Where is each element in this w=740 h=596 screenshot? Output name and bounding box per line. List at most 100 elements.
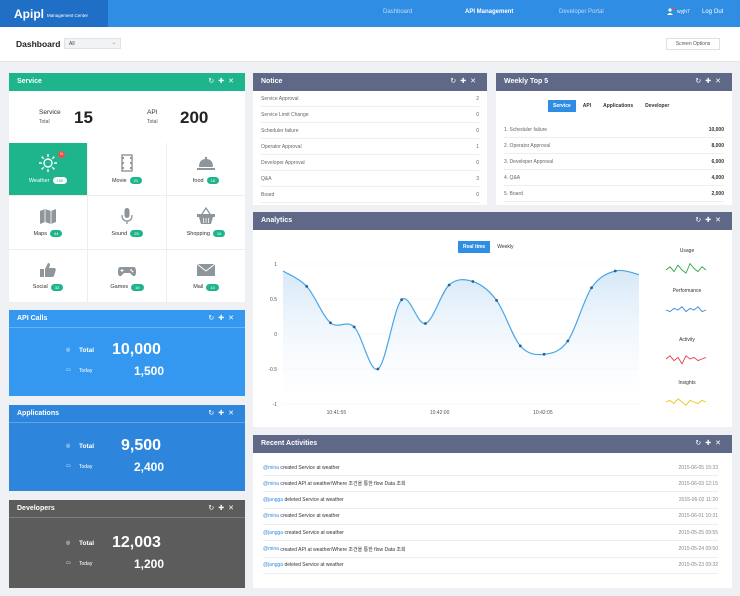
panel-tools[interactable]: ↻✚✕ <box>208 410 238 417</box>
activity-row[interactable]: @jangga deleted Service at weather 2015-0… <box>263 558 718 574</box>
weekly-label: 3. Developer Approval <box>504 158 554 165</box>
activity-row[interactable]: @mina created Service at weather 2015-06-… <box>263 460 718 476</box>
nav-api-management[interactable]: API Management <box>465 9 514 15</box>
data-point[interactable] <box>376 367 380 371</box>
sun-icon <box>39 154 57 172</box>
panel-tools[interactable]: ↻✚✕ <box>208 315 238 322</box>
y-tick-label: 0 <box>274 332 277 338</box>
weekly-row[interactable]: 4. Q&A 4,000 <box>504 170 724 186</box>
data-point[interactable] <box>518 344 522 348</box>
nav-dashboard[interactable]: Dashboard <box>383 9 413 15</box>
activity-text: created Service at weather <box>284 529 344 536</box>
activity-user[interactable]: @jangga <box>263 497 284 504</box>
logout-link[interactable]: Log Out <box>702 9 724 15</box>
data-point[interactable] <box>566 339 570 343</box>
category-games[interactable]: Games 16 <box>88 249 166 302</box>
notice-count: 0 <box>476 111 479 118</box>
api-total-value: 200 <box>180 108 209 127</box>
data-point[interactable] <box>447 283 451 287</box>
category-label: Social <box>32 284 48 291</box>
weekly-row[interactable]: 2. Operator Approval 8,000 <box>504 138 724 154</box>
data-point[interactable] <box>352 325 356 329</box>
activity-date: 2015-05-25 09:55 <box>678 529 718 536</box>
notice-row[interactable]: Service Limit Change 0 <box>261 107 479 123</box>
data-point[interactable] <box>305 285 309 288</box>
activity-user[interactable]: @mina <box>263 464 279 471</box>
notice-row[interactable]: Operator Approval 1 <box>261 139 479 155</box>
panel-tools[interactable]: ↻✚✕ <box>695 78 725 85</box>
weekly-row[interactable]: 1. Scheduler failure 10,000 <box>504 122 724 138</box>
category-label-row: Games 16 <box>88 283 166 291</box>
activity-user[interactable]: @mina <box>263 546 279 552</box>
tab-developer[interactable]: Developer <box>645 103 670 109</box>
notice-title: Notice <box>261 78 283 85</box>
notice-row[interactable]: Developer Approval 0 <box>261 155 479 171</box>
filter-select[interactable]: All ⌄ <box>64 38 121 49</box>
analytics-title: Analytics <box>261 217 293 224</box>
y-tick-label: -1 <box>273 402 278 408</box>
insight-label-activity: Activity <box>679 337 695 343</box>
category-movie[interactable]: Movie 21 <box>88 143 166 196</box>
count-badge: 16 <box>131 283 144 291</box>
activity-row[interactable]: @mina created Service at weather 2015-06-… <box>263 509 718 525</box>
data-point[interactable] <box>542 352 546 356</box>
panel-tools[interactable]: ↻✚✕ <box>208 78 238 85</box>
activity-date: 2015-06-01 10:31 <box>678 513 718 520</box>
activity-row[interactable]: @mina created API at weather/Where 조건을 통… <box>263 476 718 493</box>
activity-user[interactable]: @jangga <box>263 562 284 569</box>
category-food[interactable]: food 15 <box>167 143 245 196</box>
panel-tools[interactable]: ↻✚✕ <box>695 217 725 224</box>
category-label: Maps <box>33 230 47 237</box>
analytics-line-chart: 1 0.5 0 -0.5 -1 10:41:55 10:42:00 10:42:05 <box>268 262 640 416</box>
notice-row[interactable]: Board 0 <box>261 187 479 203</box>
activity-row[interactable]: @jangga deleted Service at weather 2015-0… <box>263 493 718 509</box>
tab-api[interactable]: API <box>582 103 592 109</box>
y-tick-label: 1 <box>274 262 277 268</box>
brand-logo[interactable]: Apipl Management Center <box>0 0 108 27</box>
activity-user[interactable]: @mina <box>263 480 279 487</box>
api-calls-total-label: Total <box>79 347 95 354</box>
notice-row[interactable]: Q&A 3 <box>261 171 479 187</box>
data-point[interactable] <box>613 269 617 273</box>
developers-today: 1,200 <box>134 557 165 571</box>
activity-text: created API at weather/Where 조건을 통한 flow… <box>280 481 406 488</box>
data-point[interactable] <box>471 280 475 283</box>
tab-real-time[interactable]: Real time <box>458 241 491 253</box>
activity-row[interactable]: @jangga created Service at weather 2015-0… <box>263 525 718 542</box>
category-social[interactable]: Social 32 <box>9 249 87 302</box>
y-tick-label: -0.5 <box>268 367 277 373</box>
data-point[interactable] <box>329 321 332 325</box>
weekly-row[interactable]: 3. Developer Approval 6,000 <box>504 154 724 170</box>
panel-tools[interactable]: ↻✚✕ <box>695 440 725 447</box>
data-point[interactable] <box>495 299 498 302</box>
category-weather[interactable]: N Weather 150 <box>9 143 87 196</box>
user-icon <box>667 8 675 15</box>
category-shopping[interactable]: Shopping 16 <box>167 196 245 249</box>
category-maps[interactable]: Maps 44 <box>9 196 87 249</box>
panel-tools[interactable]: ↻✚✕ <box>208 505 238 512</box>
weekly-row[interactable]: 5. Board 2,000 <box>504 186 724 202</box>
weekly-label: 2. Operator Approval <box>504 142 551 149</box>
tab-service[interactable]: Service <box>548 100 576 112</box>
data-point[interactable] <box>400 298 404 302</box>
data-point[interactable] <box>424 322 427 325</box>
gamepad-icon <box>118 266 136 276</box>
nav-developer-portal[interactable]: Developer Portal <box>559 9 604 15</box>
activity-row[interactable]: @mina created API at weather/Where 조건을 통… <box>263 542 718 558</box>
screen-options-button[interactable]: Screen Options <box>666 38 720 50</box>
notice-row[interactable]: Scheduler failure 0 <box>261 123 479 139</box>
notice-row[interactable]: Service Approval 2 <box>261 91 479 107</box>
notice-count: 3 <box>476 175 479 182</box>
activity-user[interactable]: @jangga <box>263 529 284 536</box>
data-point[interactable] <box>590 286 593 290</box>
notice-count: 0 <box>476 127 479 134</box>
page-title: Dashboard <box>16 39 61 49</box>
category-mail[interactable]: Mail 13 <box>167 249 245 302</box>
activity-user[interactable]: @mina <box>263 513 279 520</box>
activity-date: 2015-06-02 11:20 <box>678 497 718 504</box>
tab-weekly[interactable]: Weekly <box>497 244 514 250</box>
panel-tools[interactable]: ↻✚✕ <box>450 78 480 85</box>
category-sound[interactable]: Sound 25 <box>88 196 166 249</box>
tab-applications[interactable]: Applications <box>603 103 634 109</box>
user-menu[interactable]: wyjh7 <box>667 8 690 15</box>
